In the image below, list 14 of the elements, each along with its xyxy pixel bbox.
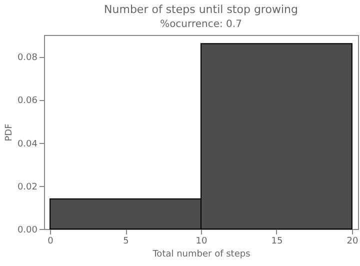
chart-subtitle: %ocurrence: 0.7: [160, 19, 242, 30]
x-tick-label: 20: [346, 236, 358, 246]
chart-title: Number of steps until stop growing: [104, 3, 298, 16]
y-tick-label: 0.04: [17, 139, 38, 150]
x-tick-label: 10: [196, 236, 208, 246]
y-tick-label: 0.08: [17, 53, 38, 64]
x-axis-title: Total number of steps: [152, 250, 251, 260]
x-tick-label: 5: [123, 236, 129, 246]
x-tick-label: 0: [48, 236, 54, 246]
y-tick-label: 0.02: [17, 182, 38, 192]
y-axis-title: PDF: [4, 124, 14, 142]
y-tick-label: 0.06: [17, 96, 38, 106]
y-tick-label: 0.00: [17, 226, 38, 236]
x-tick-label: 15: [271, 236, 283, 246]
